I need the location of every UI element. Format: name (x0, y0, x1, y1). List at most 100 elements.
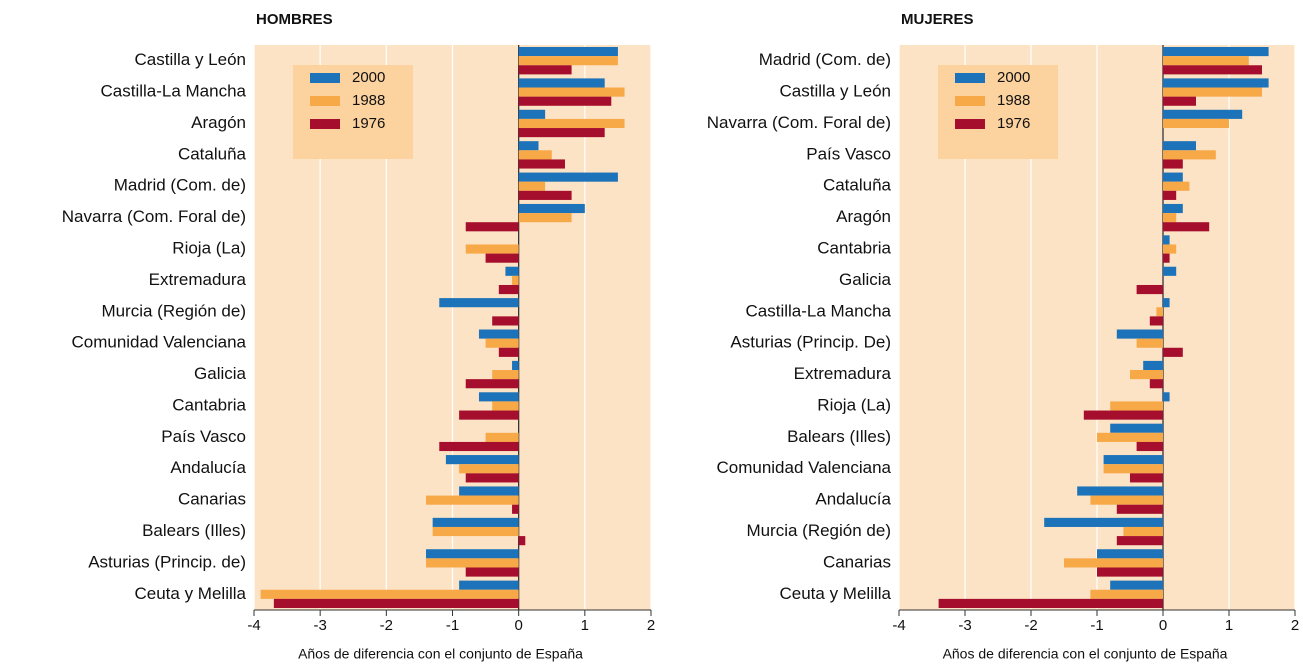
bar (1163, 47, 1269, 57)
bar (1116, 329, 1163, 339)
bar (1156, 307, 1163, 317)
bar (1163, 159, 1183, 169)
legend-label: 2000 (997, 69, 1030, 86)
category-label: Balears (Illes) (142, 521, 246, 540)
x-tick-label: 1 (1225, 617, 1233, 634)
bar (1103, 464, 1163, 474)
bar (1083, 410, 1163, 420)
x-tick-label: -2 (1024, 617, 1037, 634)
bar (1064, 558, 1163, 568)
bar (485, 432, 519, 442)
bar (1143, 360, 1163, 371)
bar (518, 172, 618, 182)
bar (1163, 87, 1262, 97)
chart-title: HOMBRES (256, 11, 333, 28)
bar (498, 284, 519, 295)
bar (1130, 370, 1163, 380)
bar (1077, 486, 1163, 496)
x-tick-label: 0 (1159, 617, 1167, 634)
bar (1130, 473, 1163, 483)
bar (1163, 244, 1177, 254)
category-label: Cantabria (817, 239, 891, 258)
x-tick-label: 2 (1291, 617, 1299, 634)
legend-swatch (955, 119, 985, 129)
category-label: País Vasco (806, 144, 891, 163)
bar (492, 401, 519, 411)
x-tick-label: -4 (892, 617, 905, 634)
bar (1044, 517, 1163, 527)
bar (465, 567, 519, 577)
bar (518, 141, 539, 151)
bar (1163, 253, 1170, 263)
bar (426, 495, 519, 505)
category-label: Asturias (Princip. De) (730, 333, 891, 352)
bar (518, 118, 625, 129)
bar (1163, 181, 1190, 191)
category-label: Castilla y León (779, 82, 891, 101)
bar (426, 558, 519, 568)
category-label: Ceuta y Melilla (135, 584, 247, 603)
bar (1136, 284, 1163, 295)
category-label: Navarra (Com. Foral de) (62, 207, 246, 226)
x-tick-label: -4 (247, 617, 260, 634)
bar (1163, 222, 1210, 232)
legend-label: 1976 (997, 115, 1030, 132)
bar (1163, 392, 1170, 402)
bar (1163, 266, 1177, 276)
category-label: Ceuta y Melilla (780, 584, 892, 603)
bar (505, 266, 519, 276)
bar (1110, 580, 1163, 590)
bar (465, 244, 519, 254)
bar (518, 109, 546, 119)
bar (459, 580, 519, 590)
bar (1163, 347, 1183, 357)
bar (518, 181, 546, 191)
bar (518, 203, 585, 214)
category-label: Comunidad Valenciana (71, 333, 246, 352)
bar (1097, 549, 1163, 559)
bar (1123, 526, 1163, 537)
bar (518, 96, 612, 106)
bar (260, 589, 519, 599)
category-label: Galicia (194, 364, 247, 383)
bar (432, 517, 519, 527)
bar (478, 392, 519, 402)
x-tick-label: 1 (581, 617, 589, 634)
bar (518, 65, 572, 75)
category-label: Navarra (Com. Foral de) (707, 113, 891, 132)
bar (518, 213, 572, 223)
category-label: Rioja (La) (817, 395, 891, 414)
category-label: Cataluña (178, 144, 247, 163)
bar (459, 486, 519, 496)
category-label: Galicia (839, 270, 892, 289)
bar (465, 379, 519, 389)
category-label: Castilla y León (134, 50, 246, 69)
category-label: Murcia (Región de) (746, 521, 891, 540)
bar (518, 47, 618, 57)
category-label: Balears (Illes) (787, 427, 891, 446)
x-tick-label: -1 (1090, 617, 1103, 634)
bar (1163, 298, 1170, 308)
bar (485, 338, 519, 348)
legend-swatch (955, 73, 985, 83)
category-label: Cataluña (823, 176, 892, 195)
bar (459, 464, 519, 474)
category-label: Asturias (Princip. de) (88, 552, 246, 571)
bar (485, 253, 519, 263)
bar (1163, 190, 1177, 200)
legend-label: 2000 (352, 69, 385, 86)
category-label: Madrid (Com. de) (114, 176, 246, 195)
category-label: Rioja (La) (172, 239, 246, 258)
x-tick-label: 2 (647, 617, 655, 634)
x-tick-label: -3 (958, 617, 971, 634)
bar (1163, 150, 1216, 160)
bar (518, 150, 552, 160)
bar (518, 78, 605, 88)
x-axis-label: Años de diferencia con el conjunto de Es… (298, 646, 583, 662)
bar (1103, 455, 1163, 465)
bar (465, 473, 519, 483)
bar (1163, 235, 1170, 245)
bar (1163, 96, 1196, 106)
legend-swatch (310, 73, 340, 83)
